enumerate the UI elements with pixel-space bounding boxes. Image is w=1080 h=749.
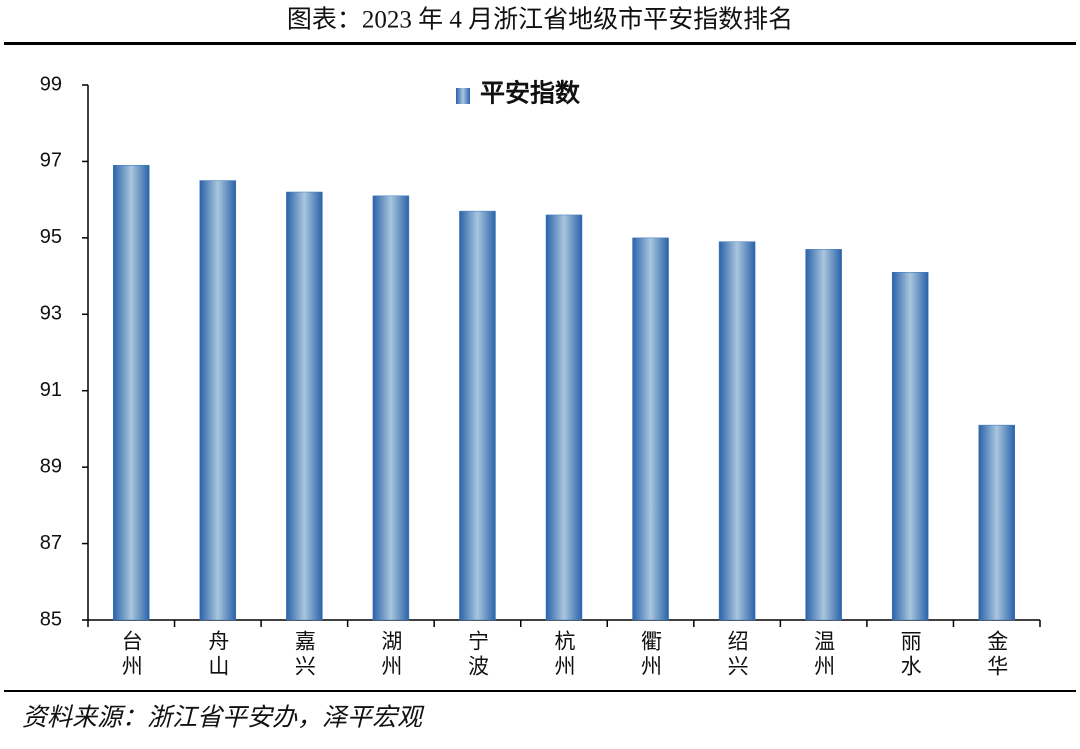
x-tick-label: 温州 [812,630,836,680]
bar [978,424,1015,621]
x-tick-label: 丽水 [898,630,922,680]
y-tick-label: 93 [40,303,62,325]
x-tick-label: 宁波 [465,630,489,680]
x-tick-label: 台州 [119,630,143,680]
x-tick-label: 衢州 [639,630,663,680]
bar [545,214,583,621]
bar [286,191,323,621]
bar [891,272,929,621]
x-tick-label: 舟山 [206,630,230,680]
x-tick-label: 湖州 [379,630,403,680]
bar [632,237,669,621]
bar [199,180,237,621]
y-tick-label: 85 [40,608,62,630]
bar [805,249,842,621]
y-tick-label: 99 [40,73,62,95]
y-tick-label: 95 [40,226,62,248]
x-tick-label: 绍兴 [725,630,749,680]
source-note: 资料来源：浙江省平安办，泽平宏观 [22,704,425,732]
x-tick-label: 嘉兴 [292,630,316,680]
y-tick-label: 87 [40,532,62,554]
x-tick-label: 金华 [985,630,1009,680]
title-rule [4,42,1076,45]
chart-title: 图表：2023 年 4 月浙江省地级市平安指数排名 [287,6,793,34]
bar [372,195,410,621]
legend-swatch [456,88,470,104]
bar [113,165,150,621]
bar [459,210,496,621]
y-tick-label: 89 [40,455,62,477]
x-tick-label: 杭州 [552,630,576,680]
bar [718,241,756,621]
y-tick-label: 97 [40,150,62,172]
y-tick-label: 91 [40,379,62,401]
legend-label: 平安指数 [480,79,581,108]
source-rule [4,690,1076,692]
